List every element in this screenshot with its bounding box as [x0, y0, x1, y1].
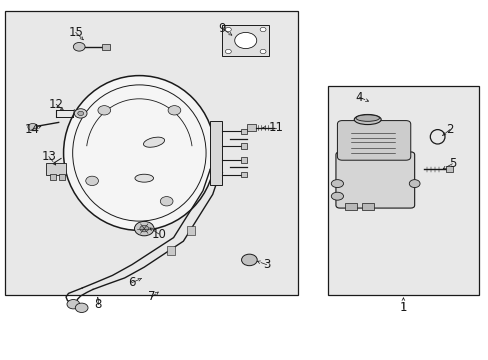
Circle shape — [260, 49, 265, 54]
Circle shape — [98, 105, 110, 115]
Ellipse shape — [135, 174, 153, 182]
Bar — [50, 174, 56, 180]
Ellipse shape — [330, 180, 343, 188]
Text: 3: 3 — [262, 258, 270, 271]
Ellipse shape — [143, 137, 164, 147]
Text: 5: 5 — [447, 157, 455, 170]
Circle shape — [85, 176, 98, 185]
Circle shape — [260, 27, 265, 32]
Bar — [102, 44, 109, 50]
Text: 2: 2 — [445, 123, 453, 136]
Text: 12: 12 — [49, 98, 63, 111]
Circle shape — [134, 221, 154, 236]
Ellipse shape — [330, 192, 343, 200]
Bar — [246, 124, 255, 131]
Text: 10: 10 — [151, 228, 166, 240]
Bar — [241, 129, 246, 134]
Bar — [59, 174, 65, 180]
Text: 8: 8 — [94, 298, 102, 311]
Ellipse shape — [408, 180, 419, 188]
Bar — [46, 163, 66, 175]
Circle shape — [78, 111, 83, 116]
FancyBboxPatch shape — [337, 121, 410, 160]
Bar — [186, 226, 194, 235]
Bar — [361, 203, 373, 210]
Circle shape — [28, 123, 38, 131]
Bar — [210, 121, 222, 185]
Ellipse shape — [355, 115, 379, 121]
Ellipse shape — [234, 32, 256, 49]
Circle shape — [160, 197, 173, 206]
Circle shape — [168, 105, 181, 115]
Circle shape — [241, 254, 257, 266]
Circle shape — [140, 225, 148, 232]
Circle shape — [225, 27, 231, 32]
Bar — [241, 157, 246, 163]
Text: 9: 9 — [218, 22, 226, 35]
Text: 6: 6 — [128, 276, 136, 289]
Bar — [327, 86, 478, 295]
Text: 14: 14 — [24, 123, 39, 136]
Circle shape — [225, 49, 231, 54]
Circle shape — [67, 300, 80, 309]
Circle shape — [74, 109, 87, 118]
Text: 4: 4 — [355, 91, 363, 104]
Bar — [5, 11, 298, 295]
FancyBboxPatch shape — [335, 152, 414, 208]
Bar — [241, 143, 246, 149]
Bar — [241, 172, 246, 177]
Text: 1: 1 — [399, 301, 407, 314]
Ellipse shape — [353, 114, 381, 125]
Bar — [446, 166, 452, 172]
Text: 11: 11 — [268, 121, 283, 134]
Text: 13: 13 — [41, 150, 56, 163]
Text: 7: 7 — [147, 291, 155, 303]
Bar — [345, 203, 356, 210]
Circle shape — [75, 303, 88, 312]
Circle shape — [73, 42, 85, 51]
Bar — [167, 246, 175, 255]
Ellipse shape — [63, 76, 215, 230]
Bar — [222, 25, 268, 56]
Text: 15: 15 — [68, 26, 83, 39]
